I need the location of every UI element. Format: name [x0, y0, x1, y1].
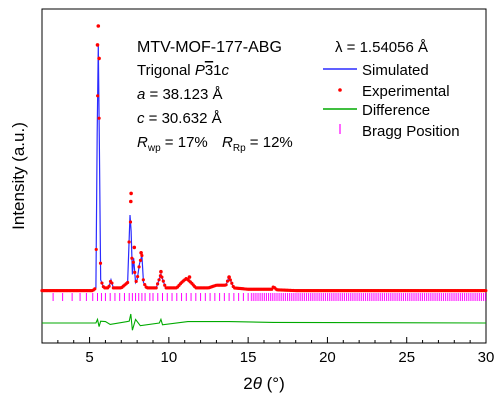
experimental-point: [138, 258, 143, 262]
experimental-point: [126, 280, 130, 285]
legend-bragg-label: Bragg Position: [362, 123, 460, 140]
legend-simulated-label: Simulated: [362, 62, 429, 79]
simulated-line: [42, 44, 486, 292]
experimental-point: [93, 287, 97, 291]
experimental-point: [225, 279, 230, 283]
legend-experimental-swatch: [338, 88, 342, 92]
rwp-label: Rwp = 17%: [137, 134, 208, 154]
experimental-points-layer: [40, 24, 488, 293]
experimental-peak-point: [139, 251, 143, 255]
experimental-point: [131, 260, 135, 264]
experimental-point: [98, 261, 103, 265]
experimental-point: [160, 275, 164, 279]
experimental-point: [230, 281, 234, 285]
experimental-peak-point: [187, 275, 192, 279]
cell-c-label: c = 30.632 Å: [137, 110, 222, 127]
experimental-peak-point: [129, 191, 133, 196]
experimental-point: [107, 284, 111, 288]
experimental-point: [484, 289, 488, 293]
experimental-point: [96, 94, 100, 98]
experimental-point: [97, 116, 101, 120]
experimental-peak-point: [159, 269, 163, 274]
experimental-point: [143, 283, 147, 287]
compound-name: MTV-MOF-177-ABG: [137, 39, 282, 56]
x-axis-ticks: 5 10 15 20 25 30: [41, 337, 495, 366]
experimental-peak-point: [95, 43, 100, 47]
legend-difference-label: Difference: [362, 102, 430, 119]
experimental-point: [127, 240, 131, 244]
x-tick-label: 30: [478, 349, 495, 366]
difference-line: [42, 313, 487, 331]
experimental-point: [94, 247, 98, 252]
experimental-point: [110, 281, 114, 285]
wavelength-label: λ = 1.54056 Å: [335, 39, 428, 56]
experimental-peak-point: [129, 199, 133, 204]
experimental-point: [100, 281, 104, 285]
experimental-point: [137, 265, 141, 269]
x-tick-label: 20: [319, 349, 336, 366]
experimental-point: [136, 274, 140, 279]
experimental-point: [228, 278, 232, 282]
y-axis-label: Intensity (a.u.): [9, 122, 28, 230]
experimental-point: [156, 282, 160, 286]
experimental-point: [128, 220, 133, 224]
experimental-peak-point: [132, 245, 137, 250]
rp-label: RRp = 12%: [222, 134, 293, 154]
difference-series-layer: [42, 313, 487, 331]
experimental-peak-point: [97, 56, 101, 61]
experimental-point: [224, 283, 228, 287]
space-group-label: Trigonal P31c: [137, 62, 230, 79]
experimental-point: [140, 253, 144, 258]
experimental-point: [161, 279, 165, 283]
experimental-point: [141, 278, 145, 282]
experimental-point: [134, 279, 138, 284]
experimental-point: [163, 283, 167, 287]
plot-frame: [41, 8, 487, 344]
experimental-peak-point: [96, 24, 101, 28]
experimental-point: [157, 278, 161, 282]
experimental-peak-point: [227, 275, 231, 279]
legend-experimental-label: Experimental: [362, 83, 450, 100]
experimental-point: [130, 256, 134, 260]
cell-a-label: a = 38.123 Å: [137, 86, 223, 103]
legend: Simulated Experimental Difference Bragg …: [323, 62, 460, 140]
x-tick-label: 5: [85, 349, 93, 366]
x-tick-label: 10: [161, 349, 178, 366]
simulated-series-layer: [42, 44, 486, 292]
experimental-point: [133, 270, 137, 274]
x-tick-label: 25: [398, 349, 415, 366]
x-tick-label: 15: [240, 349, 257, 366]
experimental-point: [154, 286, 158, 290]
bragg-ticks-layer: [52, 293, 486, 301]
x-axis-label: 2θ (°): [243, 374, 285, 393]
